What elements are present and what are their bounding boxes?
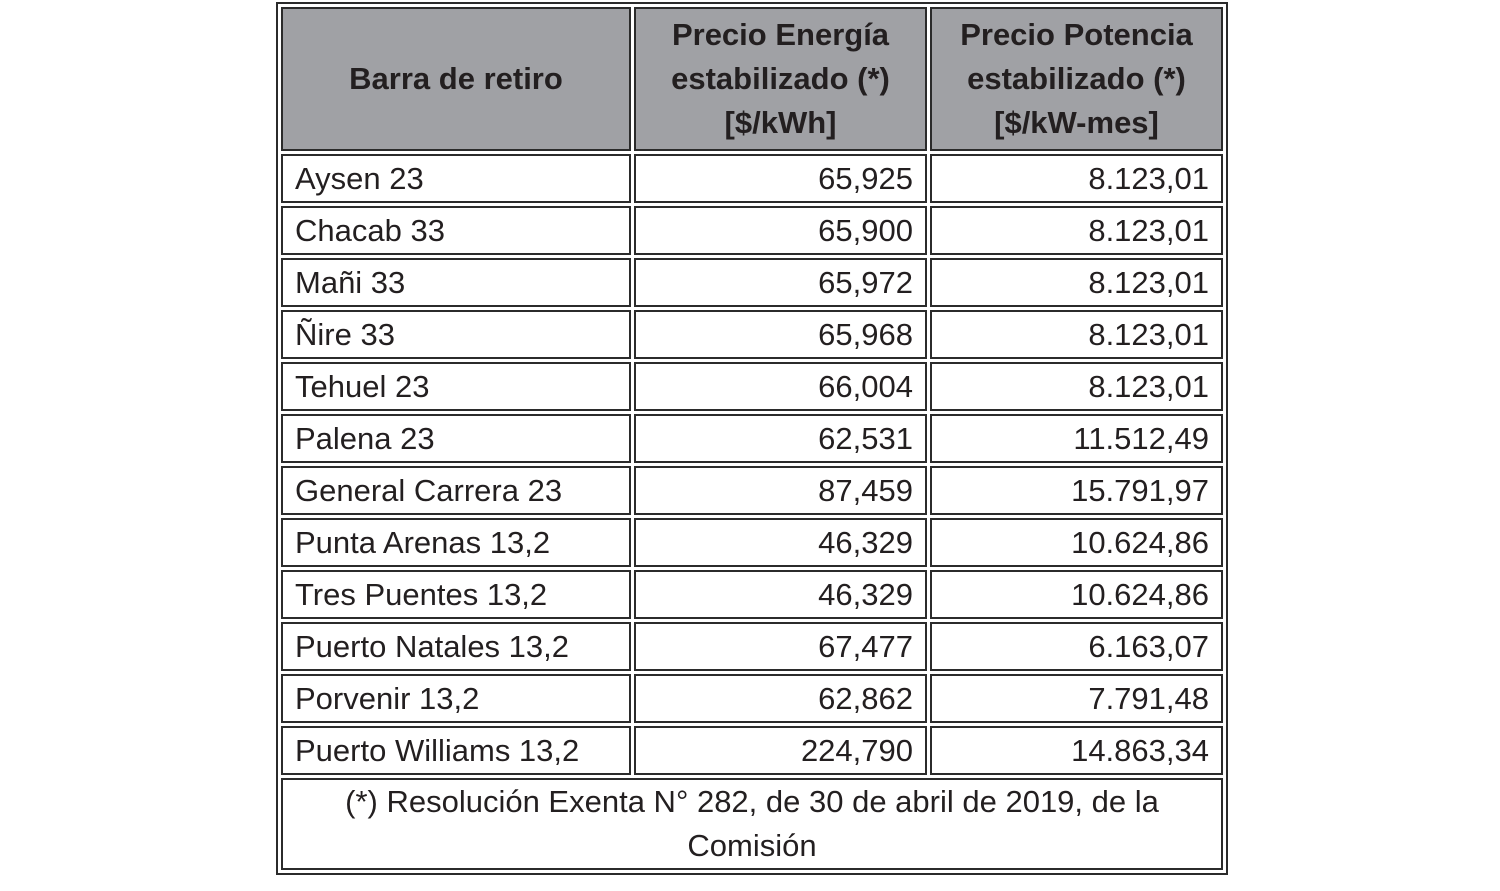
- precio-potencia-cell: 15.791,97: [930, 466, 1223, 515]
- barra-cell: Ñire 33: [281, 310, 631, 359]
- precio-energia-cell: 65,925: [634, 154, 927, 203]
- table-row: General Carrera 23 87,459 15.791,97: [281, 466, 1223, 515]
- barra-cell: Punta Arenas 13,2: [281, 518, 631, 567]
- header-precio-energia: Precio Energía estabilizado (*) [$/kWh]: [634, 7, 927, 151]
- precio-potencia-cell: 8.123,01: [930, 310, 1223, 359]
- precio-energia-cell: 62,862: [634, 674, 927, 723]
- precio-potencia-cell: 6.163,07: [930, 622, 1223, 671]
- table-row: Porvenir 13,2 62,862 7.791,48: [281, 674, 1223, 723]
- barra-cell: Tres Puentes 13,2: [281, 570, 631, 619]
- precio-potencia-cell: 11.512,49: [930, 414, 1223, 463]
- precio-energia-cell: 65,972: [634, 258, 927, 307]
- table-row: Puerto Williams 13,2 224,790 14.863,34: [281, 726, 1223, 775]
- precio-potencia-cell: 7.791,48: [930, 674, 1223, 723]
- table-row: Tres Puentes 13,2 46,329 10.624,86: [281, 570, 1223, 619]
- table-row: Aysen 23 65,925 8.123,01: [281, 154, 1223, 203]
- precio-energia-cell: 87,459: [634, 466, 927, 515]
- precio-potencia-cell: 8.123,01: [930, 154, 1223, 203]
- barra-cell: Puerto Williams 13,2: [281, 726, 631, 775]
- precio-energia-cell: 65,900: [634, 206, 927, 255]
- barra-cell: Chacab 33: [281, 206, 631, 255]
- precio-energia-cell: 46,329: [634, 518, 927, 567]
- table-row: Puerto Natales 13,2 67,477 6.163,07: [281, 622, 1223, 671]
- barra-cell: Puerto Natales 13,2: [281, 622, 631, 671]
- precio-energia-cell: 224,790: [634, 726, 927, 775]
- precio-potencia-cell: 14.863,34: [930, 726, 1223, 775]
- footnote-row: (*) Resolución Exenta N° 282, de 30 de a…: [281, 778, 1223, 870]
- table-row: Ñire 33 65,968 8.123,01: [281, 310, 1223, 359]
- table-row: Tehuel 23 66,004 8.123,01: [281, 362, 1223, 411]
- precio-energia-cell: 62,531: [634, 414, 927, 463]
- barra-cell: Palena 23: [281, 414, 631, 463]
- table-row: Mañi 33 65,972 8.123,01: [281, 258, 1223, 307]
- header-barra: Barra de retiro: [281, 7, 631, 151]
- precio-potencia-cell: 10.624,86: [930, 570, 1223, 619]
- price-table: Barra de retiro Precio Energía estabiliz…: [276, 2, 1228, 875]
- precio-potencia-cell: 8.123,01: [930, 206, 1223, 255]
- precio-potencia-cell: 8.123,01: [930, 258, 1223, 307]
- barra-cell: Mañi 33: [281, 258, 631, 307]
- barra-cell: Aysen 23: [281, 154, 631, 203]
- precio-energia-cell: 67,477: [634, 622, 927, 671]
- table-row: Palena 23 62,531 11.512,49: [281, 414, 1223, 463]
- precio-energia-cell: 65,968: [634, 310, 927, 359]
- precio-energia-cell: 46,329: [634, 570, 927, 619]
- header-precio-potencia: Precio Potencia estabilizado (*) [$/kW-m…: [930, 7, 1223, 151]
- table-row: Punta Arenas 13,2 46,329 10.624,86: [281, 518, 1223, 567]
- barra-cell: Tehuel 23: [281, 362, 631, 411]
- precio-energia-cell: 66,004: [634, 362, 927, 411]
- table-row: Chacab 33 65,900 8.123,01: [281, 206, 1223, 255]
- barra-cell: Porvenir 13,2: [281, 674, 631, 723]
- footnote: (*) Resolución Exenta N° 282, de 30 de a…: [281, 778, 1223, 870]
- precio-potencia-cell: 10.624,86: [930, 518, 1223, 567]
- barra-cell: General Carrera 23: [281, 466, 631, 515]
- precio-potencia-cell: 8.123,01: [930, 362, 1223, 411]
- header-row: Barra de retiro Precio Energía estabiliz…: [281, 7, 1223, 151]
